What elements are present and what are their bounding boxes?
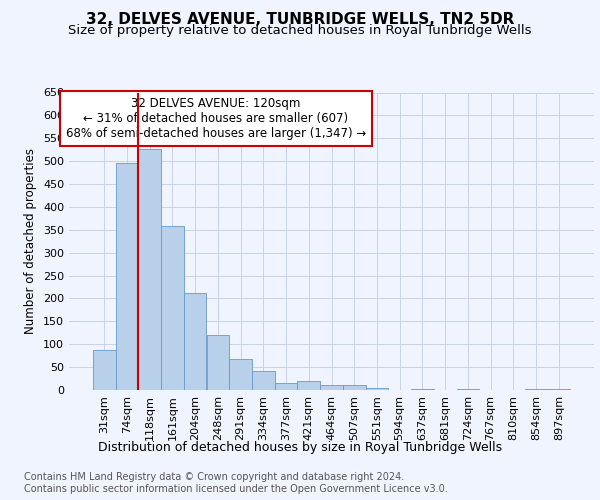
Bar xyxy=(411,388,434,390)
Bar xyxy=(229,359,252,390)
Text: Contains public sector information licensed under the Open Government Licence v3: Contains public sector information licen… xyxy=(24,484,448,494)
Y-axis label: Number of detached properties: Number of detached properties xyxy=(25,148,37,334)
Bar xyxy=(116,162,139,390)
Bar xyxy=(524,388,547,390)
Bar xyxy=(320,386,343,390)
Bar xyxy=(206,335,229,390)
Text: 32, DELVES AVENUE, TUNBRIDGE WELLS, TN2 5DR: 32, DELVES AVENUE, TUNBRIDGE WELLS, TN2 … xyxy=(86,12,514,28)
Bar xyxy=(365,388,388,390)
Bar xyxy=(93,350,116,390)
Bar xyxy=(184,294,206,390)
Text: 32 DELVES AVENUE: 120sqm
← 31% of detached houses are smaller (607)
68% of semi-: 32 DELVES AVENUE: 120sqm ← 31% of detach… xyxy=(66,97,366,140)
Bar xyxy=(457,388,479,390)
Bar xyxy=(275,383,298,390)
Bar xyxy=(547,388,570,390)
Bar xyxy=(343,386,365,390)
Text: Contains HM Land Registry data © Crown copyright and database right 2024.: Contains HM Land Registry data © Crown c… xyxy=(24,472,404,482)
Bar xyxy=(161,226,184,390)
Bar xyxy=(298,382,320,390)
Text: Distribution of detached houses by size in Royal Tunbridge Wells: Distribution of detached houses by size … xyxy=(98,441,502,454)
Bar xyxy=(139,149,161,390)
Bar xyxy=(252,371,275,390)
Text: Size of property relative to detached houses in Royal Tunbridge Wells: Size of property relative to detached ho… xyxy=(68,24,532,37)
